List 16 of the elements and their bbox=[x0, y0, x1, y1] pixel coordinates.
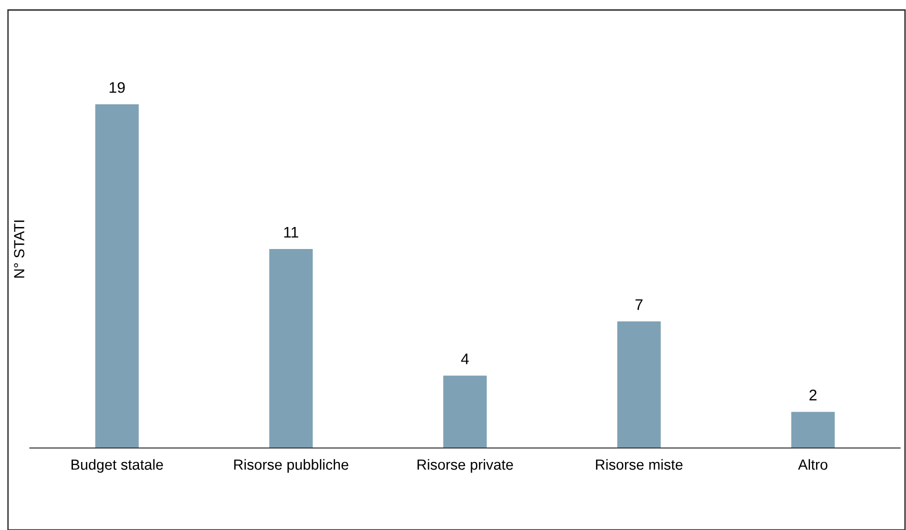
x-tick-label: Risorse private bbox=[418, 459, 513, 473]
x-tick-label: Altro bbox=[798, 459, 828, 470]
y-axis-title: N° STATI bbox=[14, 220, 24, 278]
bar bbox=[95, 104, 139, 448]
bar bbox=[791, 412, 835, 448]
data-label: 19 bbox=[110, 82, 125, 93]
bar bbox=[269, 249, 313, 448]
x-tick-label: Risorse miste bbox=[596, 459, 683, 470]
x-tick-label: Budget statale bbox=[72, 459, 163, 473]
data-label: 2 bbox=[810, 390, 816, 400]
bar bbox=[443, 376, 487, 448]
data-label: 7 bbox=[636, 299, 642, 310]
x-tick-label: Risorse pubbliche bbox=[234, 459, 348, 473]
data-label: 4 bbox=[461, 354, 469, 364]
bar bbox=[617, 321, 661, 448]
data-label: 11 bbox=[284, 226, 298, 238]
